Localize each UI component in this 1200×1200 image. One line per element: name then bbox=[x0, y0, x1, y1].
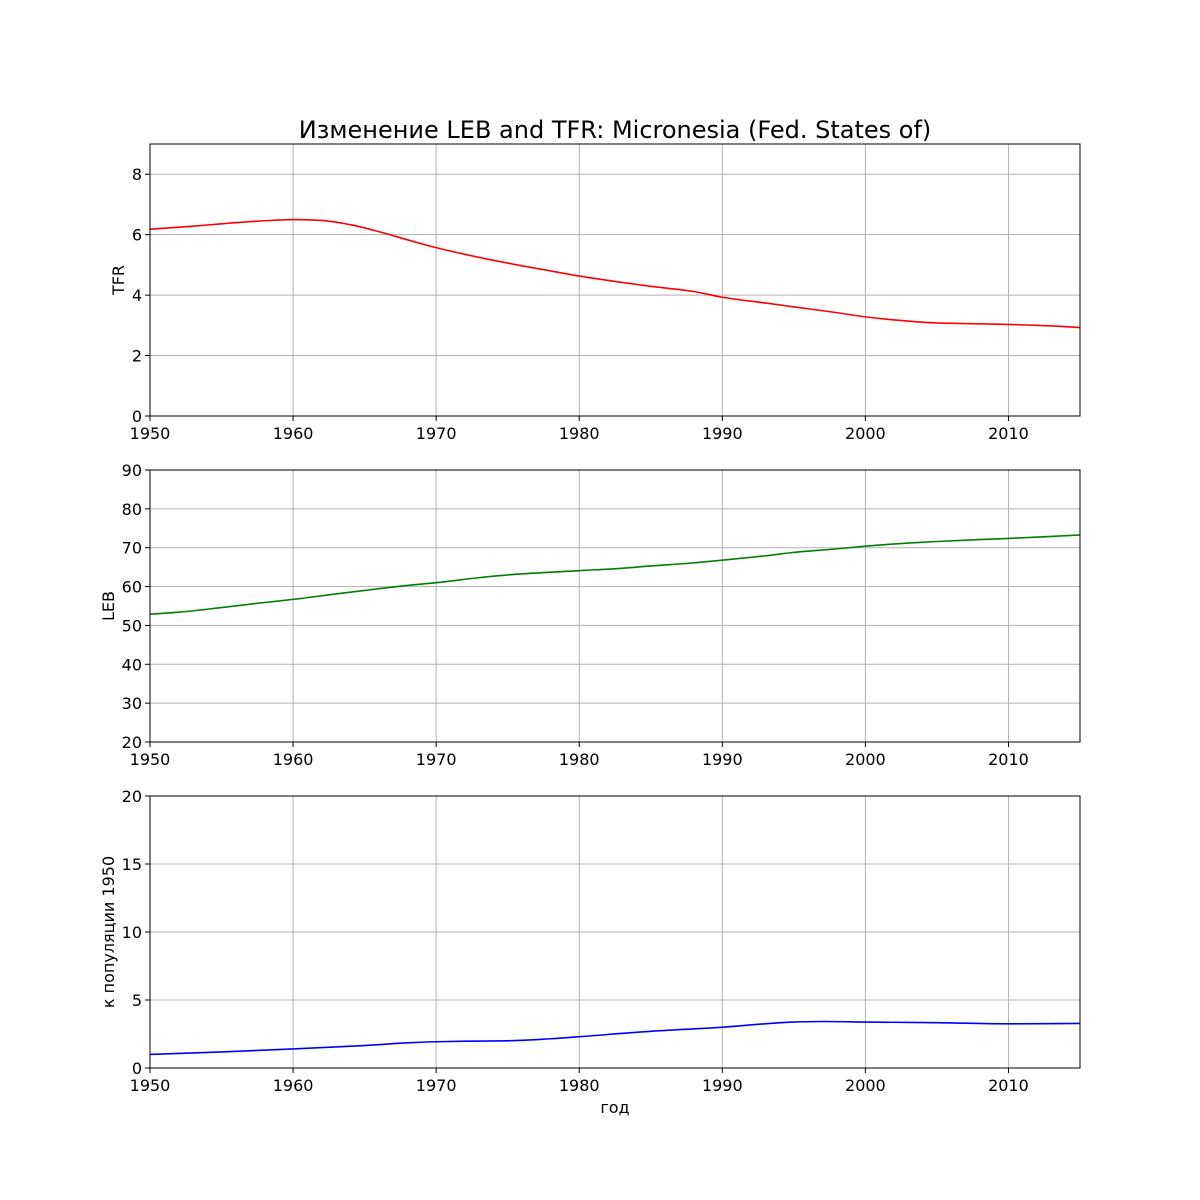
tfr-x-tick-label: 2010 bbox=[988, 424, 1029, 443]
leb-y-tick-label: 80 bbox=[122, 500, 142, 519]
population-x-tick-label: 1970 bbox=[416, 1076, 457, 1095]
leb-x-tick-label: 2000 bbox=[845, 750, 886, 769]
tfr-x-tick-label: 1980 bbox=[559, 424, 600, 443]
population-y-tick-label: 20 bbox=[122, 787, 142, 806]
tfr-x-tick-label: 2000 bbox=[845, 424, 886, 443]
tfr-y-tick-label: 6 bbox=[132, 226, 142, 245]
tfr-y-tick-label: 8 bbox=[132, 165, 142, 184]
population-y-tick-label: 10 bbox=[122, 923, 142, 942]
population-panel: 1950 1960 1970 1980 1990 2000 2010 0 5 10 15 20 к по… bbox=[99, 787, 1081, 1095]
tfr-panel: 1950 1960 1970 1980 1990 2000 2010 0 2 4 6 8 TFR bbox=[109, 143, 1081, 443]
population-x-tick-label: 2010 bbox=[988, 1076, 1029, 1095]
population-series-line bbox=[149, 1020, 1081, 1056]
leb-y-tick-label: 70 bbox=[122, 539, 142, 558]
population-y-axis-label: к популяции 1950 bbox=[99, 856, 118, 1008]
leb-axes-frame bbox=[149, 469, 1081, 743]
tfr-x-tick-label: 1950 bbox=[130, 424, 171, 443]
leb-y-tick-label: 40 bbox=[122, 655, 142, 674]
population-y-tick-label: 5 bbox=[132, 991, 142, 1010]
tfr-x-tick-label: 1960 bbox=[273, 424, 314, 443]
population-x-tick-label: 1960 bbox=[273, 1076, 314, 1095]
x-axis-label: год bbox=[600, 1098, 629, 1117]
tfr-y-axis-label: TFR bbox=[109, 265, 128, 296]
population-x-tick-label: 2000 bbox=[845, 1076, 886, 1095]
leb-x-tick-label: 1960 bbox=[273, 750, 314, 769]
leb-y-tick-label: 60 bbox=[122, 578, 142, 597]
tfr-y-tick-label: 0 bbox=[132, 407, 142, 426]
population-y-tick-label: 15 bbox=[122, 855, 142, 874]
leb-x-tick-label: 1950 bbox=[130, 750, 171, 769]
leb-x-tick-label: 2010 bbox=[988, 750, 1029, 769]
leb-x-tick-label: 1980 bbox=[559, 750, 600, 769]
leb-x-tick-label: 1970 bbox=[416, 750, 457, 769]
chart-title: Изменение LEB and TFR: Micronesia (Fed. … bbox=[299, 116, 932, 144]
leb-y-tick-label: 30 bbox=[122, 694, 142, 713]
tfr-y-tick-label: 4 bbox=[132, 286, 142, 305]
population-y-tick-label: 0 bbox=[132, 1059, 142, 1078]
leb-panel: 1950 1960 1970 1980 1990 2000 2010 20 30 40 50 60 70… bbox=[99, 461, 1081, 769]
leb-y-tick-label: 90 bbox=[122, 461, 142, 480]
leb-x-tick-label: 1990 bbox=[702, 750, 743, 769]
tfr-y-tick-label: 2 bbox=[132, 347, 142, 366]
tfr-series-line bbox=[149, 218, 1081, 329]
leb-y-axis-label: LEB bbox=[99, 591, 118, 621]
tfr-x-tick-label: 1990 bbox=[702, 424, 743, 443]
population-x-tick-label: 1990 bbox=[702, 1076, 743, 1095]
tfr-x-tick-label: 1970 bbox=[416, 424, 457, 443]
leb-y-tick-label: 20 bbox=[122, 733, 142, 752]
population-x-tick-label: 1950 bbox=[130, 1076, 171, 1095]
leb-y-tick-label: 50 bbox=[122, 616, 142, 635]
population-x-tick-label: 1980 bbox=[559, 1076, 600, 1095]
leb-series-line bbox=[149, 534, 1081, 615]
tfr-axes-frame bbox=[149, 143, 1081, 417]
